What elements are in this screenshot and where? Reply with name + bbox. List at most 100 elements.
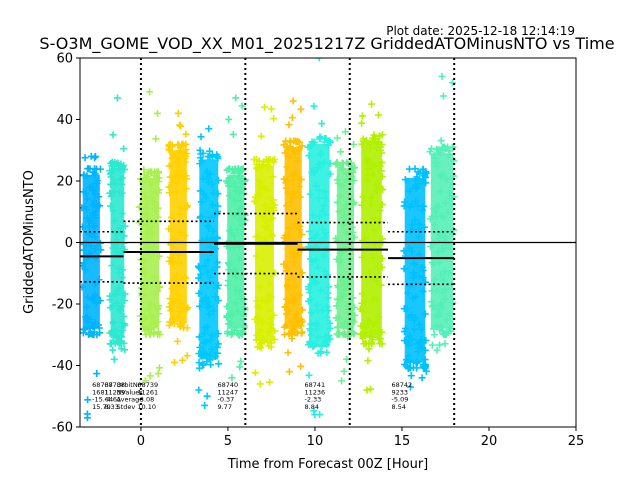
- data-band-10: [332, 128, 359, 385]
- outlier-point: [436, 341, 444, 349]
- data-band-4: [165, 109, 192, 366]
- scatter-point: [430, 331, 438, 339]
- outlier-point-max: [205, 125, 213, 133]
- stats-annotation: 68740 11247 -0.37 9.77: [217, 381, 238, 411]
- outlier-point-max: [411, 165, 419, 173]
- outlier-point-min: [285, 368, 293, 376]
- outlier-point: [236, 363, 244, 371]
- scatter-point: [120, 339, 128, 347]
- outlier-point: [120, 145, 128, 153]
- outlier-point: [93, 370, 101, 378]
- band-core: [404, 177, 426, 363]
- y-tick-label: -40: [52, 359, 73, 374]
- scatter-point: [85, 329, 93, 337]
- scatter-point: [440, 330, 448, 338]
- scatter-point: [146, 330, 154, 338]
- scatter-point: [266, 156, 274, 164]
- outlier-point: [236, 331, 244, 339]
- scatter-point: [421, 363, 429, 371]
- stats-annotation-line: OrbitNr: [117, 381, 141, 389]
- stats-annotation-line: 11247: [217, 388, 238, 396]
- stats-annotation-line: 68741: [305, 381, 326, 389]
- y-axis-title: GriddedATOMinusNTO: [22, 170, 37, 314]
- stats-annotation-line: 68737: [92, 381, 113, 389]
- stats-annotation-line: 8.84: [305, 403, 319, 411]
- outlier-point-max: [260, 103, 268, 111]
- data-band-11: [356, 100, 387, 394]
- window-stat-5: [388, 230, 455, 286]
- scatter-point: [316, 349, 324, 357]
- outlier-point: [418, 374, 426, 382]
- stats-annotation-line: 68740: [217, 381, 238, 389]
- outlier-point: [285, 121, 293, 129]
- stats-annotation-line: 8.54: [392, 403, 406, 411]
- outlier-point: [310, 407, 318, 415]
- outlier-point: [344, 333, 352, 341]
- scatter-point: [215, 360, 223, 368]
- data-band-6: [222, 94, 249, 382]
- axes: 0 5 10 15 20 25 -60 -40 -20 0 20 40 60: [52, 52, 585, 450]
- band-core: [361, 140, 382, 338]
- outlier-point: [318, 120, 326, 128]
- outlier-point: [152, 135, 160, 143]
- scatter-point: [322, 134, 330, 142]
- scatter-point: [280, 141, 288, 149]
- outlier-point-min: [433, 346, 441, 354]
- outlier-point: [177, 122, 185, 130]
- outlier-point-max: [174, 109, 182, 117]
- scatter-point: [154, 328, 162, 336]
- outlier-point: [196, 146, 204, 154]
- band-core: [169, 150, 187, 323]
- scatter-point: [339, 330, 347, 338]
- band-core: [110, 168, 125, 338]
- band-core: [199, 159, 219, 360]
- outlier-point: [297, 362, 305, 370]
- scatter-point: [413, 364, 421, 372]
- scatter-point: [281, 331, 289, 339]
- outlier-point: [176, 121, 184, 129]
- stats-annotation: 68738 11239 -4.61 8.33: [104, 381, 125, 411]
- x-tick-label: 5: [224, 434, 232, 449]
- stats-annotation-line: 68742: [392, 381, 413, 389]
- outlier-point: [407, 372, 415, 380]
- outlier-point: [108, 158, 116, 166]
- stats-annotation: 68741 11236 -2.33 8.84: [305, 381, 326, 411]
- stats-annotation-line: 68738: [104, 381, 125, 389]
- outlier-point: [284, 349, 292, 357]
- outlier-point: [109, 346, 117, 354]
- outlier-point: [358, 119, 366, 127]
- scatter-point: [333, 160, 341, 168]
- scatter-point: [183, 324, 191, 332]
- scatter-point: [444, 329, 452, 337]
- y-tick-label: 40: [56, 113, 73, 128]
- band-core: [308, 143, 330, 348]
- outlier-point-min: [363, 386, 371, 394]
- x-tick-label: 10: [307, 434, 324, 449]
- stats-annotation-line: Average: [117, 396, 144, 404]
- window-stat-1: [80, 230, 124, 283]
- stats-annotation-line: Stdev: [117, 403, 136, 411]
- scatter-point: [200, 361, 208, 369]
- chart-title: S-O3M_GOME_VOD_XX_M01_20251217Z GriddedA…: [39, 34, 614, 54]
- outlier-point: [225, 115, 233, 123]
- x-tick-label: 0: [137, 434, 145, 449]
- outlier-point: [359, 112, 367, 120]
- data-band-8: [280, 97, 306, 376]
- band-core: [430, 153, 454, 329]
- outlier-point: [437, 137, 445, 145]
- scatter-point: [154, 169, 162, 177]
- outlier-point: [91, 154, 99, 162]
- scatter-point: [96, 165, 104, 173]
- stats-annotation-line: 15.79: [92, 403, 111, 411]
- window-stat-3: [214, 212, 298, 275]
- outlier-point: [310, 102, 318, 110]
- outlier-point: [422, 367, 430, 375]
- outlier-point-min: [228, 374, 236, 382]
- outlier-point: [288, 114, 296, 122]
- data-band-9: [304, 58, 334, 419]
- scatter-point: [297, 329, 305, 337]
- window-stat-2: [123, 220, 215, 284]
- scatter-point: [225, 165, 233, 173]
